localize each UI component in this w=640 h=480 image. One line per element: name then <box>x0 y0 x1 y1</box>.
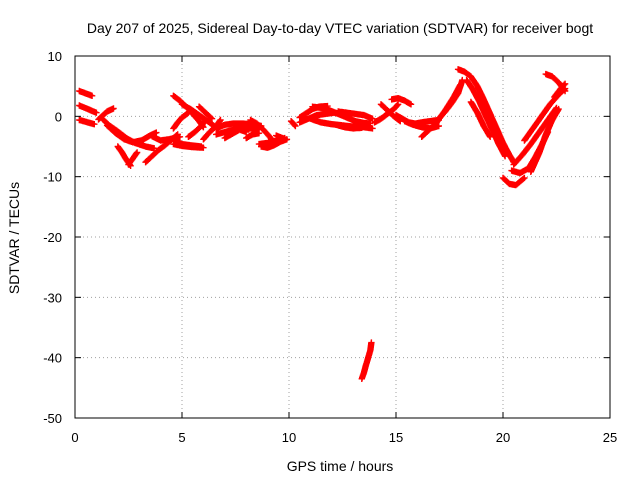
data-point-marker <box>359 339 375 382</box>
data-point-marker <box>463 77 508 159</box>
x-tick-label: 25 <box>603 430 617 445</box>
x-tick-labels: 0 5 10 15 20 25 <box>71 430 617 445</box>
y-tick-label: -40 <box>43 351 62 366</box>
x-axis-label: GPS time / hours <box>287 458 394 474</box>
data-point-marker <box>76 117 97 128</box>
y-tick-label: -50 <box>43 411 62 426</box>
data-point-marker <box>170 110 191 132</box>
x-tick-label: 5 <box>178 430 185 445</box>
data-segment <box>389 95 415 108</box>
data-point-marker <box>76 102 100 116</box>
y-tick-label: 0 <box>55 109 62 124</box>
data-segment <box>359 339 375 382</box>
data-segment <box>500 175 528 189</box>
data-segment <box>288 118 299 129</box>
data-point-marker <box>500 175 528 189</box>
data-segment <box>76 117 97 128</box>
data-segment <box>463 77 508 159</box>
data-segment <box>170 137 204 149</box>
y-tick-labels: 10 0 -10 -20 -30 -40 -50 <box>43 49 62 426</box>
chart-title: Day 207 of 2025, Sidereal Day-to-day VTE… <box>87 20 593 36</box>
data-point-marker <box>76 88 95 99</box>
data-point-marker <box>389 95 415 108</box>
y-tick-label: -20 <box>43 230 62 245</box>
x-tick-label: 10 <box>282 430 296 445</box>
sdtvar-chart: Day 207 of 2025, Sidereal Day-to-day VTE… <box>0 0 640 480</box>
x-tick-label: 15 <box>389 430 403 445</box>
data-series-sdtvar <box>76 66 568 382</box>
data-point-marker <box>170 137 204 149</box>
x-tick-label: 0 <box>71 430 78 445</box>
y-tick-label: 10 <box>48 49 62 64</box>
data-point-marker <box>288 118 299 129</box>
y-axis-label: SDTVAR / TECUs <box>6 182 22 294</box>
data-segment <box>76 102 100 116</box>
y-tick-label: -10 <box>43 170 62 185</box>
data-segment <box>76 88 95 99</box>
x-tick-label: 20 <box>496 430 510 445</box>
y-tick-label: -30 <box>43 290 62 305</box>
data-segment <box>170 110 191 132</box>
